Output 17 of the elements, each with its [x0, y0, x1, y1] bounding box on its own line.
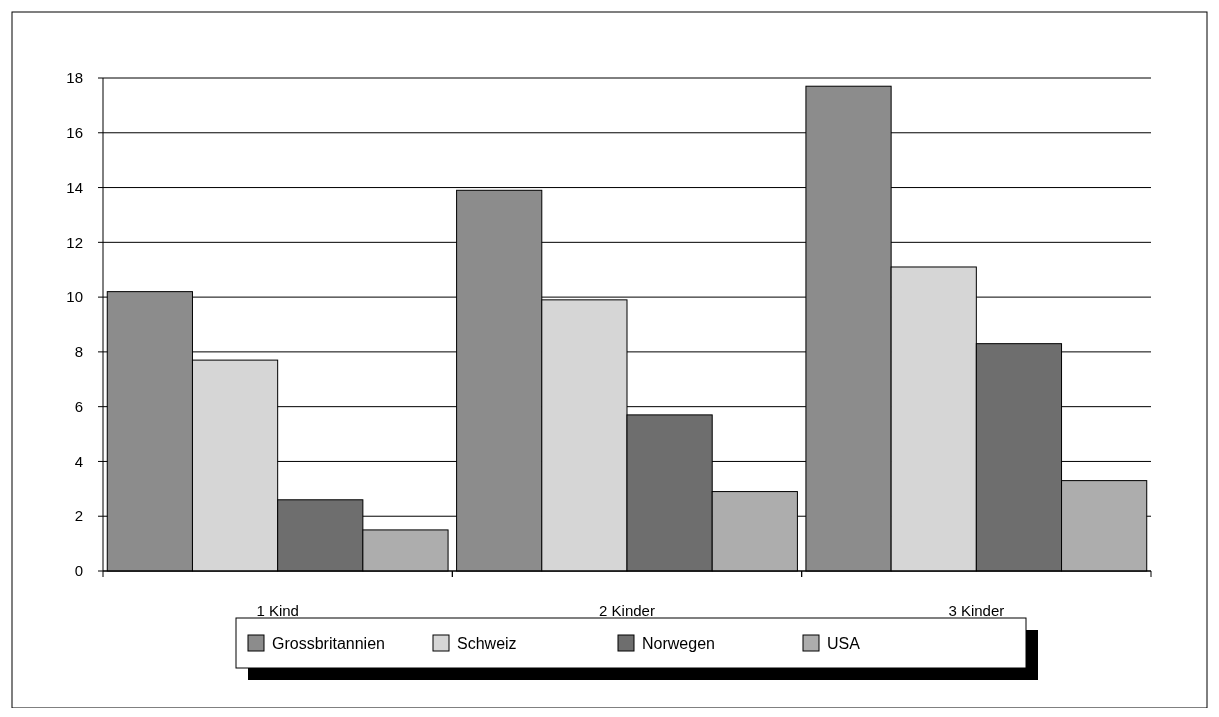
y-tick-label: 2 [74, 507, 83, 525]
legend-label: USA [827, 634, 861, 652]
y-tick-label: 18 [66, 69, 83, 87]
y-tick-label: 12 [66, 233, 83, 251]
y-tick-label: 6 [74, 397, 83, 415]
y-tick-label: 4 [74, 452, 83, 470]
legend-label: Schweiz [457, 634, 517, 652]
x-tick-label: 2 Kinder [599, 602, 655, 619]
legend-label: Norwegen [642, 634, 715, 652]
y-tick-label: 8 [74, 343, 83, 361]
y-tick-label: 0 [74, 562, 83, 580]
x-tick-label: 3 Kinder [948, 602, 1005, 619]
y-tick-label: 10 [66, 288, 83, 306]
y-tick-label: 16 [66, 124, 83, 142]
y-tick-label: 14 [66, 178, 83, 196]
legend-label: Grossbritannien [272, 634, 385, 652]
x-tick-label: 1 Kind [256, 602, 299, 619]
